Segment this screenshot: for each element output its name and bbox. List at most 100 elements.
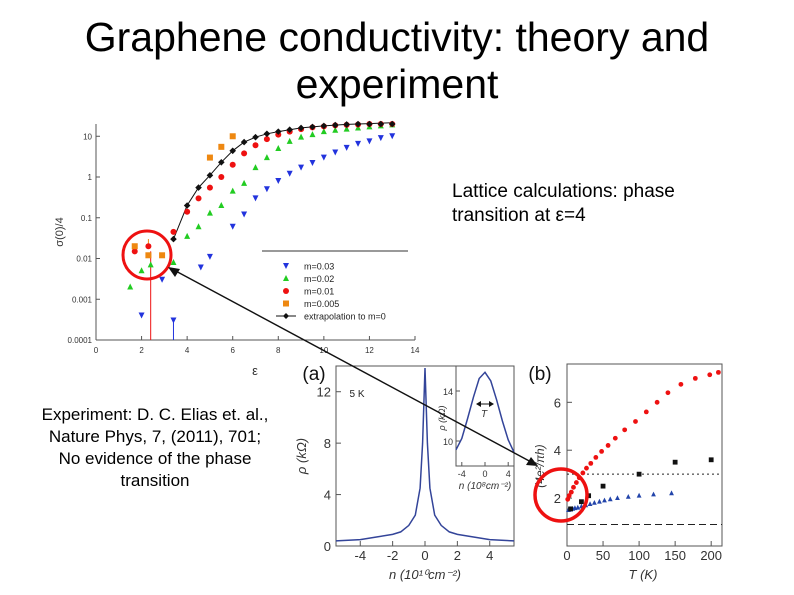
panel-b-point-square [568, 506, 574, 512]
panel-a-inset-x-label: n (10⁸cm⁻²) [459, 481, 511, 492]
lattice-legend-marker [283, 313, 289, 319]
panel-b-point-circle [707, 372, 713, 378]
lattice-point-m-0-02 [343, 125, 350, 132]
panel-b-y-tick-label: 6 [554, 395, 561, 410]
lattice-point-m-0-03 [355, 140, 362, 147]
panel-a-y-tick-label: 4 [324, 488, 331, 503]
lattice-x-tick-label: 8 [276, 346, 281, 355]
lattice-point-m-0-02 [298, 133, 305, 140]
lattice-point-m-0-02 [355, 124, 362, 131]
panel-b-point-circle [584, 465, 589, 471]
lattice-point-m-0-02 [206, 209, 213, 216]
panel-b-point-circle [565, 496, 571, 502]
lattice-point-m-0-01 [252, 142, 259, 149]
lattice-point-m-0-03 [275, 177, 282, 184]
lattice-point-m-0-03 [229, 223, 236, 230]
panel-b-x-tick-label: 200 [700, 548, 722, 563]
lattice-point-m-0-03 [377, 135, 384, 142]
panel-b-point-circle [612, 435, 618, 441]
panel-a-inset-y-label: ρ (kΩ) [437, 406, 447, 432]
lattice-point-extrapolation-to-m-0 [297, 124, 305, 132]
panel-b-point-triangle [587, 501, 593, 506]
lattice-point-m-0-03 [241, 211, 248, 218]
panel-b-point-circle [566, 493, 572, 499]
lattice-point-m-0-01 [131, 248, 138, 255]
panel-a-y-tick-label: 8 [324, 436, 331, 451]
lattice-point-extrapolation-to-m-0 [388, 120, 396, 128]
lattice-x-tick-label: 4 [185, 346, 190, 355]
lattice-legend-label: m=0.02 [304, 274, 334, 284]
experiment-note-line-2: Nature Phys, 7, (2011), 701; [48, 427, 262, 446]
panel-b-point-triangle [575, 504, 581, 510]
experiment-note: Experiment: D. C. Elias et. al., Nature … [14, 404, 296, 492]
lattice-point-m-0-01 [206, 184, 213, 191]
lattice-point-m-0-02 [138, 267, 145, 274]
panel-b-low-temp-highlight [533, 467, 589, 523]
panel-b-point-square [579, 499, 584, 505]
lattice-point-m-0-02 [275, 145, 282, 152]
panel-a-inset-arrowhead-left [476, 401, 481, 407]
lattice-y-axis-label: σ(0)/4 [54, 217, 66, 246]
lattice-point-extrapolation-to-m-0 [331, 121, 339, 129]
lattice-legend-label: extrapolation to m=0 [304, 312, 386, 322]
panel-a-x-tick-label: -4 [354, 548, 366, 563]
panel-a-annotation: 5 K [349, 389, 364, 400]
panel-b-y-tick-label: 4 [554, 443, 561, 458]
lattice-legend-label: m=0.005 [304, 299, 339, 309]
panel-b-point-circle [633, 419, 638, 424]
panel-b-label: (b) [528, 364, 551, 385]
panel-b-point-triangle [651, 491, 656, 497]
panel-b-point-circle [571, 484, 576, 490]
lattice-point-m-0-02 [241, 179, 248, 186]
experiment-note-line-4: transition [120, 471, 190, 490]
panel-b-point-circle [678, 381, 684, 387]
lattice-transition-highlight [121, 229, 173, 281]
lattice-point-m-0-02 [147, 261, 154, 268]
lattice-point-m-0-03 [366, 138, 373, 145]
lattice-point-m-0-03 [309, 160, 316, 167]
panel-a-inset-arrow-label: T [481, 409, 488, 420]
lattice-x-axis-label: ε [252, 363, 258, 378]
panel-a-inset-x-tick-label: 4 [506, 469, 511, 479]
lattice-point-m-0-01 [263, 136, 270, 143]
panel-b-point-circle [692, 375, 698, 381]
lattice-point-m-0-03 [332, 149, 339, 156]
slide-title-line-1: Graphene conductivity: theory and [84, 14, 710, 60]
panel-b-frame [566, 363, 723, 547]
lattice-point-extrapolation-to-m-0 [218, 158, 225, 166]
lattice-note-line-1: Lattice calculations: phase [452, 181, 675, 202]
panel-a-curve [335, 367, 515, 542]
lattice-legend-label: m=0.01 [304, 287, 334, 297]
panel-a-inset-y-tick-label: 14 [443, 387, 453, 397]
lattice-point-extrapolation-to-m-0 [206, 172, 214, 179]
lattice-x-tick-label: 6 [230, 346, 235, 355]
lattice-point-m-0-01 [145, 243, 152, 250]
lattice-point-m-0-01 [184, 208, 191, 215]
lattice-note-line-2: transition at ε=4 [452, 205, 586, 226]
panel-b-point-square [672, 459, 678, 465]
lattice-point-extrapolation-to-m-0 [377, 120, 385, 128]
lattice-point-extrapolation-to-m-0 [240, 138, 248, 146]
panel-b-point-circle [588, 460, 594, 466]
slide-title: Graphene conductivity: theory and experi… [0, 14, 794, 108]
panel-b-point-triangle [625, 494, 631, 499]
lattice-y-tick-label: 0.0001 [68, 336, 93, 345]
lattice-point-extrapolation-to-m-0 [229, 147, 237, 155]
lattice-point-m-0-02 [252, 164, 259, 171]
panel-b-x-tick-label: 150 [664, 548, 686, 563]
panel-b-point-circle [568, 489, 574, 495]
panel-b-point-triangle [636, 492, 642, 498]
lattice-point-m-0-02 [184, 232, 191, 239]
panel-a-x-tick-label: 2 [454, 548, 461, 563]
lattice-legend-label: m=0.03 [304, 262, 334, 272]
lattice-point-m-0-03 [320, 154, 327, 161]
lattice-point-m-0-01 [229, 161, 236, 168]
panel-b-point-square [708, 457, 714, 463]
lattice-x-tick-label: 2 [139, 346, 144, 355]
lattice-point-extrapolation-to-m-0 [252, 133, 259, 141]
panel-b-x-axis-label: T (K) [629, 567, 658, 582]
lattice-point-m-0-03 [197, 264, 204, 271]
panel-b-point-triangle [607, 496, 613, 502]
panel-a-x-tick-label: -2 [387, 548, 399, 563]
